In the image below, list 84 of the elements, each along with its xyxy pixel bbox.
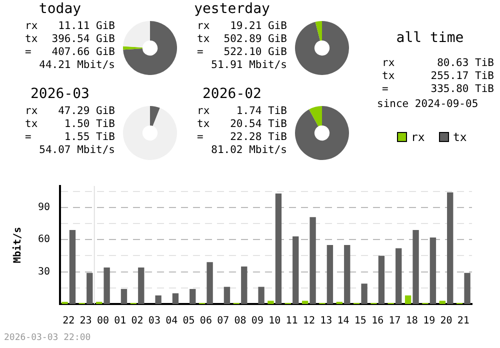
chart-title: yesterday: [193, 1, 271, 17]
text: 2026-03-03 22:00: [4, 333, 91, 343]
x-tick-label: 11: [286, 316, 298, 327]
x-tick-label: 17: [388, 316, 401, 327]
text: 44.21 Mbit/s: [39, 59, 115, 71]
x-tick-label: 04: [166, 316, 178, 327]
bar: [430, 237, 436, 304]
x-tick-label: 08: [234, 316, 246, 327]
bar: [439, 300, 446, 304]
bar: [138, 268, 144, 304]
text: = 22.28 TiB: [197, 131, 287, 143]
text: 81.02 Mbit/s: [211, 144, 287, 156]
text: rx 80.63 TiB: [382, 57, 494, 69]
x-tick-label: 15: [354, 316, 366, 327]
bar: [310, 217, 316, 304]
text: = 407.66 GiB: [25, 46, 115, 58]
x-tick-label: 06: [200, 316, 212, 327]
bar: [464, 272, 470, 304]
bar: [268, 300, 274, 304]
bar: [292, 236, 299, 304]
text: since 2024-09-05: [377, 98, 478, 110]
bar: [104, 268, 110, 304]
bar: [120, 288, 128, 304]
x-tick-label: 02: [131, 316, 144, 327]
y-tick-label: 30: [38, 266, 50, 278]
y-tick-label: 90: [38, 202, 50, 214]
text: = 522.10 GiB: [197, 46, 287, 58]
bar: [396, 248, 402, 304]
bar: [412, 230, 419, 304]
x-tick-label: 23: [80, 316, 92, 327]
chart-title: today: [38, 1, 82, 17]
bar: [378, 256, 385, 304]
text: tx 396.54 GiB: [25, 33, 115, 45]
x-tick-label: 18: [406, 316, 418, 327]
bar: [69, 230, 76, 304]
text: rx 1.74 TiB: [197, 105, 287, 117]
bar: [258, 286, 264, 304]
text: tx 255.17 TiB: [382, 70, 494, 82]
bar: [302, 300, 308, 304]
legend-label: tx: [453, 130, 467, 144]
legend-label: rx: [411, 130, 425, 144]
x-tick-label: 05: [182, 316, 195, 327]
x-tick-label: 10: [268, 316, 281, 327]
x-tick-label: 13: [320, 316, 332, 327]
bar: [224, 286, 230, 304]
text: tx 502.89 GiB: [197, 33, 287, 45]
text: all time: [395, 30, 465, 46]
text: 54.07 Mbit/s: [39, 144, 115, 156]
text: 51.91 Mbit/s: [211, 59, 287, 71]
text: = 1.55 TiB: [25, 131, 115, 143]
bar: [241, 266, 248, 304]
x-tick-label: 19: [423, 316, 436, 327]
y-axis-title: Mbit/s: [12, 226, 24, 264]
bar: [206, 262, 213, 304]
x-tick-label: 14: [337, 316, 350, 327]
y-tick-label: 60: [38, 234, 50, 246]
bar: [447, 192, 454, 304]
bar: [86, 272, 93, 304]
x-tick-label: 22: [62, 316, 75, 327]
text: rx 47.29 GiB: [25, 105, 115, 117]
x-tick-label: 03: [148, 316, 160, 327]
x-tick-label: 07: [217, 316, 230, 327]
bar: [190, 288, 196, 304]
x-tick-label: 12: [302, 316, 315, 327]
text: rx 19.21 GiB: [197, 20, 287, 32]
bar: [344, 245, 350, 304]
bar: [361, 284, 368, 304]
chart-title: 2026-03: [29, 86, 90, 102]
bar: [326, 245, 334, 304]
text: rx 11.11 GiB: [25, 20, 115, 32]
text: tx 1.50 TiB: [25, 118, 115, 130]
x-tick-label: 01: [114, 316, 126, 327]
x-tick-label: 16: [372, 316, 384, 327]
text: tx 20.54 TiB: [197, 118, 287, 130]
bar: [172, 293, 179, 304]
bar: [155, 295, 162, 304]
x-tick-label: 21: [457, 316, 470, 327]
x-tick-label: 09: [251, 316, 264, 327]
chart-title: 2026-02: [201, 86, 262, 102]
x-tick-label: 20: [440, 316, 452, 327]
bar: [404, 295, 412, 304]
text: = 335.80 TiB: [382, 83, 494, 95]
bar: [275, 194, 282, 304]
x-tick-label: 00: [96, 316, 109, 327]
